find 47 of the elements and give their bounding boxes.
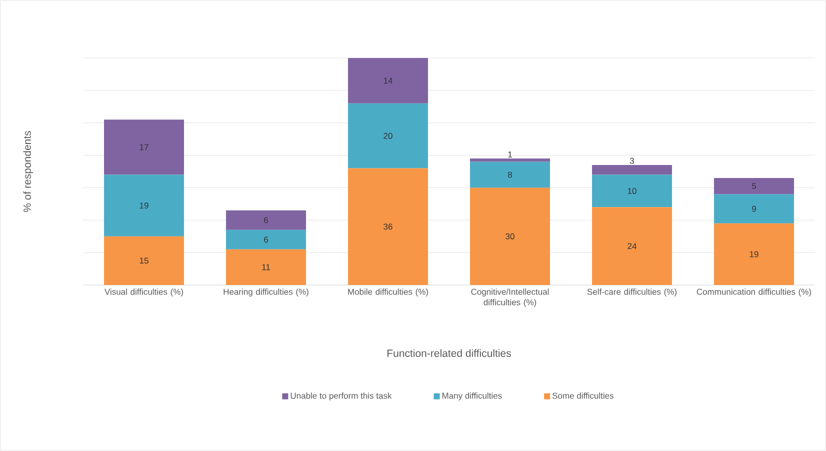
bar	[470, 158, 550, 162]
bar	[226, 230, 306, 250]
bar	[104, 120, 184, 175]
bar	[104, 236, 184, 286]
bar	[348, 103, 428, 168]
bar	[226, 210, 306, 230]
data-label: 6	[264, 217, 268, 224]
data-label: 8	[508, 172, 512, 178]
data-label: 3	[630, 158, 634, 164]
data-label: 9	[752, 206, 756, 212]
x-tick-label: Visual difficulties (%)	[104, 288, 183, 296]
bar	[714, 194, 794, 224]
bar	[714, 178, 794, 194]
legend-label: Unable to perform this task	[290, 392, 392, 400]
bar	[592, 165, 672, 175]
bar	[226, 249, 306, 286]
x-axis-title: Function-related difficulties	[388, 349, 511, 357]
data-label: 6	[264, 236, 268, 243]
data-label: 10	[628, 188, 636, 194]
legend-label: Some difficulties	[552, 392, 614, 399]
data-label: 30	[506, 233, 514, 240]
data-label: 15	[140, 258, 148, 264]
x-tick-label: Communication difficulties (%)	[696, 288, 811, 296]
y-axis-title: % of respondents	[23, 131, 34, 212]
data-label: 20	[384, 132, 392, 139]
data-label: 36	[384, 224, 392, 230]
x-tick-label: Self-care difficulties (%)	[587, 288, 676, 296]
data-label: 19	[140, 202, 148, 209]
data-label: 24	[628, 243, 636, 250]
bar	[348, 168, 428, 286]
bar	[470, 188, 550, 286]
bar	[592, 207, 672, 286]
data-label: 14	[384, 78, 392, 84]
data-label: 17	[140, 144, 148, 150]
legend-label: Many difficulties	[442, 392, 502, 400]
x-tick-label: Mobile difficulties (%)	[348, 288, 428, 296]
data-label: 11	[262, 264, 270, 270]
x-tick-label: Hearing difficulties (%)	[224, 288, 308, 296]
data-label: 19	[750, 251, 758, 258]
bar	[348, 58, 428, 104]
bar	[592, 174, 672, 208]
data-label: 1	[508, 151, 512, 158]
bar	[104, 174, 184, 236]
data-label: 5	[752, 183, 756, 190]
x-tick-label: Cognitive/Intellectual difficulties (%)	[471, 288, 549, 307]
bar	[470, 162, 550, 188]
bar	[714, 223, 794, 286]
